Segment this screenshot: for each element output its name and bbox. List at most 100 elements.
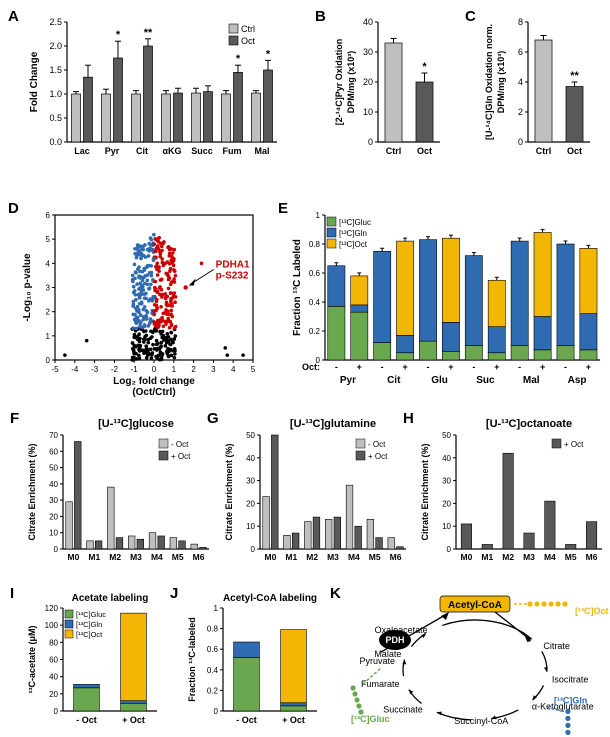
svg-text:70: 70 [49,431,58,440]
svg-text:[¹³C]Oct: [¹³C]Oct [575,606,609,616]
svg-text:-: - [427,362,430,372]
svg-text:10: 10 [49,529,58,538]
svg-text:20: 20 [49,690,58,699]
svg-text:0: 0 [251,545,256,554]
panel-label-F: F [10,410,19,427]
svg-text:(Oct/Ctrl): (Oct/Ctrl) [132,387,175,398]
svg-text:60: 60 [49,447,58,456]
svg-text:-: - [335,362,338,372]
svg-text:6: 6 [518,47,523,57]
svg-text:2: 2 [46,308,51,317]
svg-text:M2: M2 [109,552,121,562]
svg-text:[U-¹³C]octanoate: [U-¹³C]octanoate [486,418,572,430]
svg-text:M5: M5 [369,552,381,562]
svg-text:M2: M2 [502,552,514,562]
svg-text:0: 0 [214,707,219,716]
svg-text:0.8: 0.8 [207,625,219,634]
svg-text:M3: M3 [523,552,535,562]
svg-text:Oct: Oct [241,36,256,46]
svg-text:+ Oct: + Oct [122,715,145,725]
panel-label-G: G [207,410,219,427]
svg-text:[¹³C]Oct: [¹³C]Oct [339,240,368,249]
svg-text:Pyr: Pyr [340,375,356,386]
svg-text:+: + [448,362,453,372]
svg-text:+: + [586,362,591,372]
svg-text:M3: M3 [327,552,339,562]
svg-text:[U-¹³C]glucose: [U-¹³C]glucose [98,418,174,430]
svg-text:PDHA1: PDHA1 [216,260,250,271]
svg-text:0: 0 [368,137,373,147]
svg-text:p-S232: p-S232 [216,271,249,282]
svg-text:M5: M5 [565,552,577,562]
svg-text:+ Oct: + Oct [282,715,305,725]
svg-text:-3: -3 [91,365,99,374]
svg-text:M0: M0 [68,552,80,562]
svg-text:-: - [472,362,475,372]
svg-text:40: 40 [246,454,255,463]
svg-text:*: * [266,48,271,60]
svg-text:M4: M4 [151,552,163,562]
svg-text:10: 10 [363,107,373,117]
svg-text:8: 8 [518,17,523,27]
panel-label-C: C [465,8,476,25]
svg-text:M1: M1 [88,552,100,562]
svg-text:100: 100 [45,621,59,630]
svg-text:0: 0 [54,707,59,716]
svg-text:20: 20 [442,499,451,508]
svg-text:Suc: Suc [476,375,495,386]
svg-text:Lac: Lac [74,146,90,156]
panel-label-E: E [278,200,288,217]
svg-text:0: 0 [152,365,157,374]
svg-text:0: 0 [518,137,523,147]
svg-text:Mal: Mal [523,375,540,386]
svg-text:Oct:: Oct: [302,362,320,372]
svg-text:0.0: 0.0 [49,137,62,147]
svg-text:-4: -4 [71,365,79,374]
svg-text:1.5: 1.5 [49,65,62,75]
svg-text:Citrate Enrichment (%): Citrate Enrichment (%) [420,443,430,540]
svg-text:Succinyl-CoA: Succinyl-CoA [454,716,508,726]
svg-text:Oct: Oct [567,146,582,156]
svg-text:M4: M4 [544,552,556,562]
svg-text:6: 6 [46,211,51,220]
svg-text:Cit: Cit [387,375,401,386]
svg-text:Fold Change: Fold Change [29,51,40,112]
svg-text:-1: -1 [131,365,139,374]
svg-text:[U-¹⁴C]Gln Oxidation norm.: [U-¹⁴C]Gln Oxidation norm. [484,24,494,140]
svg-text:2: 2 [518,107,523,117]
panel-label-B: B [315,8,326,25]
svg-text:Log₂ fold change: Log₂ fold change [113,376,195,387]
panel-label-H: H [403,410,414,427]
svg-text:-: - [518,362,521,372]
svg-text:40: 40 [49,673,58,682]
svg-text:+: + [540,362,545,372]
svg-text:50: 50 [246,431,255,440]
svg-text:0.2: 0.2 [207,686,219,695]
svg-text:50: 50 [49,464,58,473]
svg-text:2: 2 [191,365,196,374]
svg-text:30: 30 [49,496,58,505]
svg-text:M1: M1 [285,552,297,562]
svg-text:M5: M5 [172,552,184,562]
svg-text:4: 4 [231,365,236,374]
svg-text:Isocitrate: Isocitrate [552,675,589,685]
svg-text:[¹³C]Gln: [¹³C]Gln [339,229,367,238]
svg-text:M6: M6 [193,552,205,562]
svg-text:Citrate: Citrate [543,641,570,651]
svg-text:Succ: Succ [191,146,213,156]
svg-text:Citrate Enrichment (%): Citrate Enrichment (%) [224,443,234,540]
svg-text:10: 10 [246,522,255,531]
svg-text:-: - [564,362,567,372]
svg-text:- Oct: - Oct [368,440,386,449]
svg-text:-Log₁₀ p-value: -Log₁₀ p-value [22,253,33,322]
svg-text:5: 5 [46,235,51,244]
svg-text:40: 40 [363,17,373,27]
svg-text:Pyr: Pyr [105,146,120,156]
svg-text:M6: M6 [586,552,598,562]
svg-text:M0: M0 [461,552,473,562]
svg-text:Pyruvate: Pyruvate [359,656,395,666]
svg-text:DPM/mg (x10³): DPM/mg (x10³) [346,51,356,114]
svg-text:0.6: 0.6 [309,269,321,278]
svg-text:M0: M0 [265,552,277,562]
svg-text:30: 30 [363,47,373,57]
